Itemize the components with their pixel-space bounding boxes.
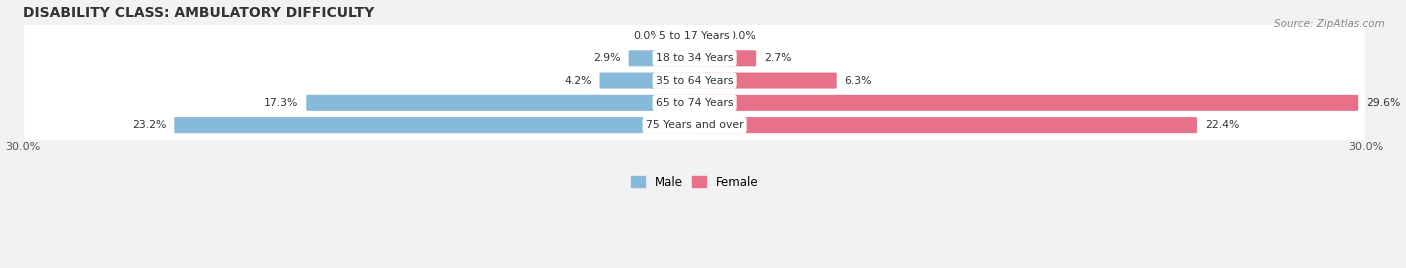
Text: 65 to 74 Years: 65 to 74 Years [655, 98, 734, 108]
Text: 18 to 34 Years: 18 to 34 Years [655, 53, 734, 63]
Text: 4.2%: 4.2% [564, 76, 592, 85]
Text: 17.3%: 17.3% [264, 98, 298, 108]
FancyBboxPatch shape [693, 117, 1197, 133]
Legend: Male, Female: Male, Female [626, 171, 763, 193]
FancyBboxPatch shape [599, 73, 696, 89]
Text: 35 to 64 Years: 35 to 64 Years [655, 76, 734, 85]
Text: 0.0%: 0.0% [633, 31, 661, 41]
Text: 75 Years and over: 75 Years and over [645, 120, 744, 130]
Text: Source: ZipAtlas.com: Source: ZipAtlas.com [1274, 19, 1385, 29]
Text: 23.2%: 23.2% [132, 120, 166, 130]
FancyBboxPatch shape [693, 95, 1358, 111]
FancyBboxPatch shape [628, 50, 696, 66]
FancyBboxPatch shape [174, 117, 696, 133]
Text: 2.7%: 2.7% [763, 53, 792, 63]
FancyBboxPatch shape [24, 107, 1365, 143]
FancyBboxPatch shape [693, 73, 837, 89]
FancyBboxPatch shape [24, 40, 1365, 77]
Text: 5 to 17 Years: 5 to 17 Years [659, 31, 730, 41]
Text: 22.4%: 22.4% [1205, 120, 1239, 130]
FancyBboxPatch shape [24, 62, 1365, 99]
FancyBboxPatch shape [24, 85, 1365, 121]
FancyBboxPatch shape [693, 50, 756, 66]
Text: 0.0%: 0.0% [728, 31, 756, 41]
Text: DISABILITY CLASS: AMBULATORY DIFFICULTY: DISABILITY CLASS: AMBULATORY DIFFICULTY [22, 6, 374, 20]
Text: 29.6%: 29.6% [1367, 98, 1400, 108]
FancyBboxPatch shape [307, 95, 696, 111]
Text: 2.9%: 2.9% [593, 53, 621, 63]
FancyBboxPatch shape [24, 18, 1365, 54]
Text: 6.3%: 6.3% [845, 76, 872, 85]
